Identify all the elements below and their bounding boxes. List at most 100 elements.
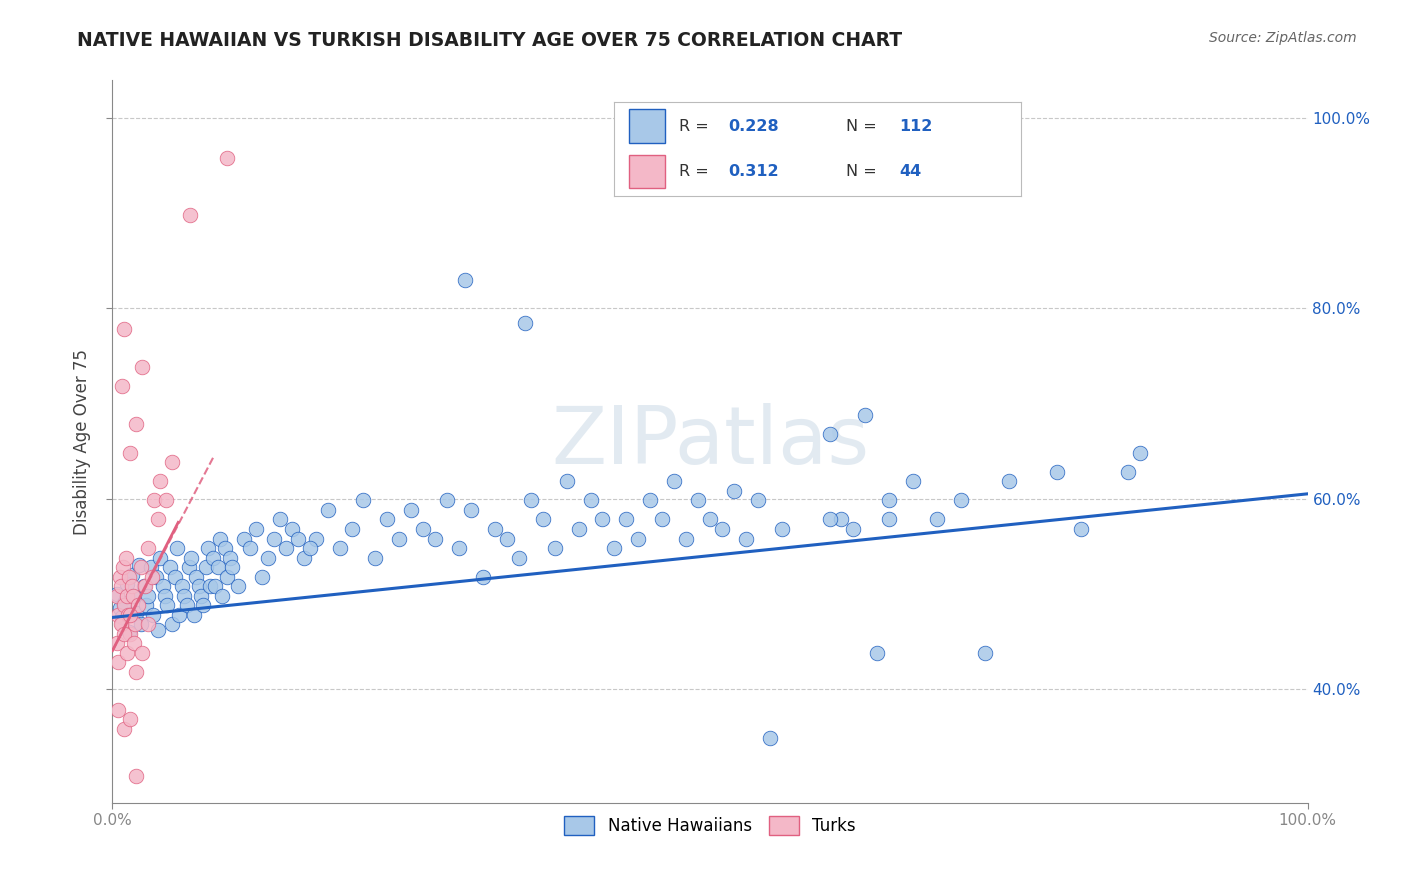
Native Hawaiians xyxy=(675,532,697,546)
Turks xyxy=(111,617,134,632)
Native Hawaiians xyxy=(472,569,495,583)
Turks xyxy=(217,151,239,165)
Turks xyxy=(162,455,183,469)
Turks xyxy=(110,617,132,632)
Text: Source: ZipAtlas.com: Source: ZipAtlas.com xyxy=(1209,31,1357,45)
Turks xyxy=(112,560,135,574)
Native Hawaiians xyxy=(166,541,188,555)
Native Hawaiians xyxy=(163,569,186,583)
Native Hawaiians xyxy=(664,475,686,489)
Turks xyxy=(127,598,149,612)
Turks xyxy=(125,769,148,783)
Turks xyxy=(141,569,163,583)
Y-axis label: Disability Age Over 75: Disability Age Over 75 xyxy=(73,349,91,534)
Native Hawaiians xyxy=(1118,465,1140,479)
Turks xyxy=(131,646,153,660)
Native Hawaiians xyxy=(187,579,209,593)
Native Hawaiians xyxy=(818,426,841,441)
Native Hawaiians xyxy=(125,606,148,620)
Turks xyxy=(134,579,156,593)
Native Hawaiians xyxy=(831,512,853,526)
Turks xyxy=(120,712,142,726)
Native Hawaiians xyxy=(211,589,233,603)
Native Hawaiians xyxy=(496,532,519,546)
Native Hawaiians xyxy=(855,408,877,422)
Native Hawaiians xyxy=(699,512,721,526)
Turks xyxy=(129,560,152,574)
Turks xyxy=(146,512,169,526)
Native Hawaiians xyxy=(329,541,352,555)
Native Hawaiians xyxy=(115,577,138,591)
Turks xyxy=(120,626,142,640)
Native Hawaiians xyxy=(105,587,128,601)
Native Hawaiians xyxy=(640,493,662,508)
Native Hawaiians xyxy=(108,601,131,615)
Native Hawaiians xyxy=(592,512,614,526)
Native Hawaiians xyxy=(180,550,202,565)
Native Hawaiians xyxy=(197,541,219,555)
Native Hawaiians xyxy=(292,550,315,565)
Native Hawaiians xyxy=(352,493,374,508)
Native Hawaiians xyxy=(269,512,291,526)
Native Hawaiians xyxy=(723,483,745,498)
Native Hawaiians xyxy=(1070,522,1092,536)
Native Hawaiians xyxy=(974,646,997,660)
Native Hawaiians xyxy=(138,589,160,603)
Native Hawaiians xyxy=(153,589,176,603)
Turks xyxy=(138,617,160,632)
Native Hawaiians xyxy=(388,532,411,546)
Native Hawaiians xyxy=(879,512,901,526)
Native Hawaiians xyxy=(513,316,536,330)
Turks xyxy=(120,446,142,460)
Native Hawaiians xyxy=(245,522,267,536)
Native Hawaiians xyxy=(287,532,309,546)
Native Hawaiians xyxy=(176,598,198,612)
Native Hawaiians xyxy=(401,503,423,517)
Turks xyxy=(105,636,128,650)
Text: NATIVE HAWAIIAN VS TURKISH DISABILITY AGE OVER 75 CORRELATION CHART: NATIVE HAWAIIAN VS TURKISH DISABILITY AG… xyxy=(77,31,903,50)
Turks xyxy=(149,475,172,489)
Native Hawaiians xyxy=(274,541,297,555)
Native Hawaiians xyxy=(129,617,152,632)
Turks xyxy=(179,208,201,222)
Turks xyxy=(114,722,135,736)
Native Hawaiians xyxy=(132,579,155,593)
Native Hawaiians xyxy=(177,560,200,574)
Native Hawaiians xyxy=(145,569,167,583)
Native Hawaiians xyxy=(263,532,285,546)
Native Hawaiians xyxy=(903,475,925,489)
Turks xyxy=(121,589,143,603)
Native Hawaiians xyxy=(818,512,841,526)
Native Hawaiians xyxy=(142,607,165,622)
Native Hawaiians xyxy=(218,550,240,565)
Native Hawaiians xyxy=(193,598,215,612)
Native Hawaiians xyxy=(135,598,157,612)
Native Hawaiians xyxy=(221,560,243,574)
Native Hawaiians xyxy=(603,541,626,555)
Native Hawaiians xyxy=(555,475,578,489)
Native Hawaiians xyxy=(1046,465,1069,479)
Native Hawaiians xyxy=(377,512,399,526)
Native Hawaiians xyxy=(111,610,134,624)
Turks xyxy=(114,598,135,612)
Native Hawaiians xyxy=(121,567,143,582)
Native Hawaiians xyxy=(651,512,673,526)
Turks xyxy=(114,626,135,640)
Native Hawaiians xyxy=(412,522,434,536)
Native Hawaiians xyxy=(207,560,229,574)
Turks xyxy=(124,617,146,632)
Native Hawaiians xyxy=(568,522,591,536)
Turks xyxy=(115,646,138,660)
Native Hawaiians xyxy=(118,624,141,639)
Native Hawaiians xyxy=(214,541,236,555)
Native Hawaiians xyxy=(616,512,638,526)
Native Hawaiians xyxy=(484,522,506,536)
Turks xyxy=(114,550,136,565)
Native Hawaiians xyxy=(169,607,191,622)
Native Hawaiians xyxy=(508,550,530,565)
Turks xyxy=(125,417,148,432)
Native Hawaiians xyxy=(250,569,273,583)
Turks xyxy=(105,589,128,603)
Native Hawaiians xyxy=(460,503,482,517)
Native Hawaiians xyxy=(122,589,145,603)
